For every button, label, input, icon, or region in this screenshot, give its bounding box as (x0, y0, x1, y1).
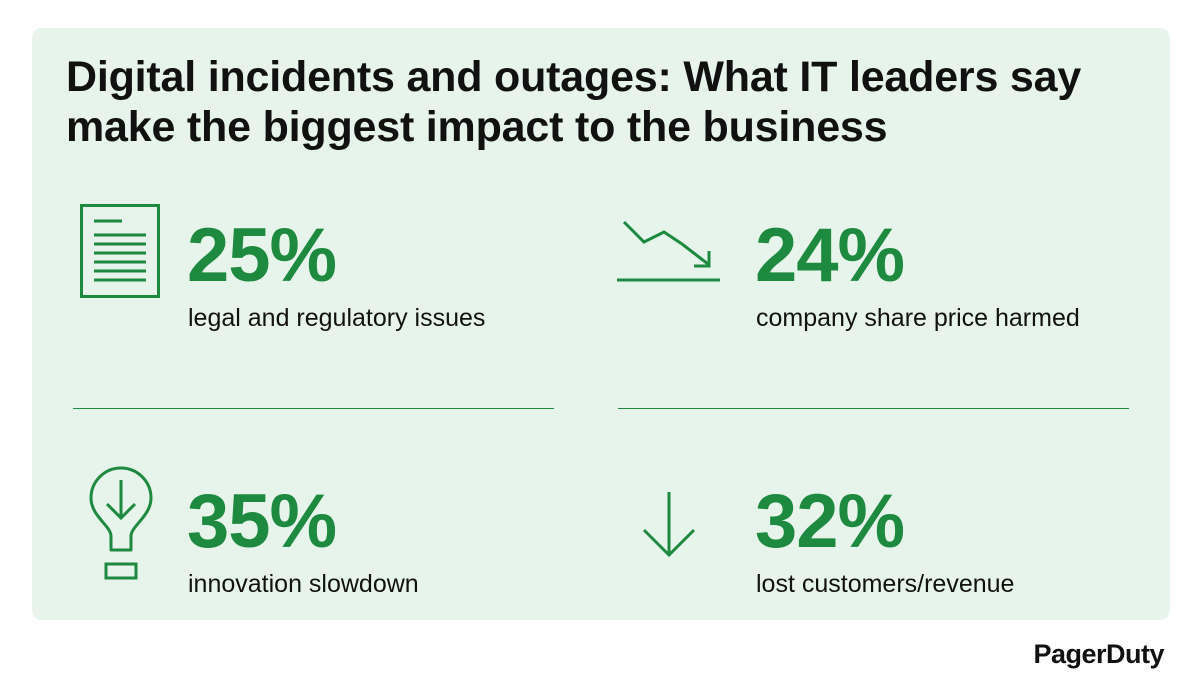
stat-value-legal: 25% (187, 213, 337, 298)
divider-right (618, 408, 1129, 409)
stat-label-legal: legal and regulatory issues (188, 304, 486, 332)
infographic-title: Digital incidents and outages: What IT l… (66, 53, 1082, 151)
stat-value-innovation: 35% (187, 479, 337, 564)
document-icon (80, 204, 160, 298)
trend-down-icon (617, 220, 720, 282)
brand-logo: PagerDuty (1033, 639, 1164, 669)
lightbulb-down-icon (89, 466, 153, 580)
infographic-card (32, 28, 1170, 620)
divider-left (73, 408, 554, 409)
stat-label-share-price: company share price harmed (756, 304, 1080, 332)
stat-value-customers: 32% (755, 479, 905, 564)
arrow-down-icon (642, 492, 696, 558)
stat-label-customers: lost customers/revenue (756, 570, 1015, 598)
stat-label-innovation: innovation slowdown (188, 570, 419, 598)
stat-value-share-price: 24% (755, 213, 905, 298)
